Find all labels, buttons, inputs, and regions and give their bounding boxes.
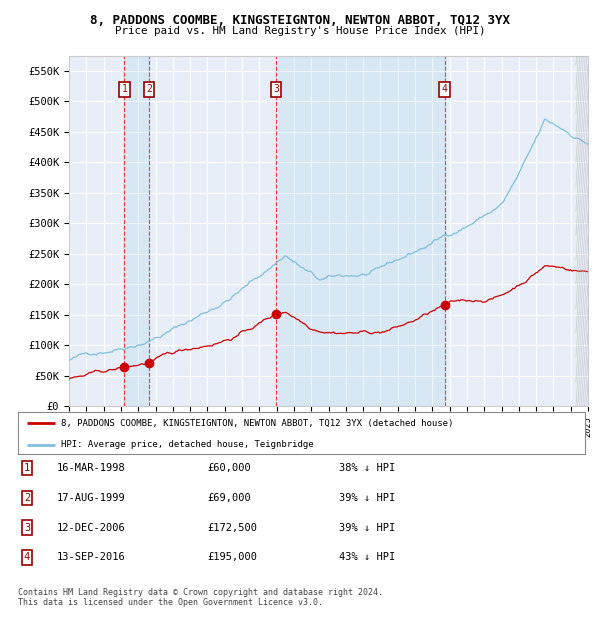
Text: 13-SEP-2016: 13-SEP-2016 bbox=[57, 552, 126, 562]
Text: 17-AUG-1999: 17-AUG-1999 bbox=[57, 493, 126, 503]
Text: 38% ↓ HPI: 38% ↓ HPI bbox=[339, 463, 395, 473]
Text: 8, PADDONS COOMBE, KINGSTEIGNTON, NEWTON ABBOT, TQ12 3YX (detached house): 8, PADDONS COOMBE, KINGSTEIGNTON, NEWTON… bbox=[61, 419, 453, 428]
Text: £195,000: £195,000 bbox=[207, 552, 257, 562]
Text: 1: 1 bbox=[24, 463, 30, 473]
Text: 3: 3 bbox=[273, 84, 279, 94]
Text: Contains HM Land Registry data © Crown copyright and database right 2024.
This d: Contains HM Land Registry data © Crown c… bbox=[18, 588, 383, 607]
Text: 12-DEC-2006: 12-DEC-2006 bbox=[57, 523, 126, 533]
Bar bbox=[124, 56, 149, 406]
Text: HPI: Average price, detached house, Teignbridge: HPI: Average price, detached house, Teig… bbox=[61, 440, 313, 449]
Text: 8, PADDONS COOMBE, KINGSTEIGNTON, NEWTON ABBOT, TQ12 3YX: 8, PADDONS COOMBE, KINGSTEIGNTON, NEWTON… bbox=[90, 14, 510, 27]
Text: 4: 4 bbox=[442, 84, 448, 94]
Text: 39% ↓ HPI: 39% ↓ HPI bbox=[339, 523, 395, 533]
Text: 43% ↓ HPI: 43% ↓ HPI bbox=[339, 552, 395, 562]
Text: 39% ↓ HPI: 39% ↓ HPI bbox=[339, 493, 395, 503]
Text: 16-MAR-1998: 16-MAR-1998 bbox=[57, 463, 126, 473]
Text: £69,000: £69,000 bbox=[207, 493, 251, 503]
Text: 3: 3 bbox=[24, 523, 30, 533]
Text: 1: 1 bbox=[122, 84, 127, 94]
Text: 2: 2 bbox=[24, 493, 30, 503]
Bar bbox=[276, 56, 445, 406]
Text: 4: 4 bbox=[24, 552, 30, 562]
Text: Price paid vs. HM Land Registry's House Price Index (HPI): Price paid vs. HM Land Registry's House … bbox=[115, 26, 485, 36]
Text: £172,500: £172,500 bbox=[207, 523, 257, 533]
Text: 2: 2 bbox=[146, 84, 152, 94]
Text: £60,000: £60,000 bbox=[207, 463, 251, 473]
